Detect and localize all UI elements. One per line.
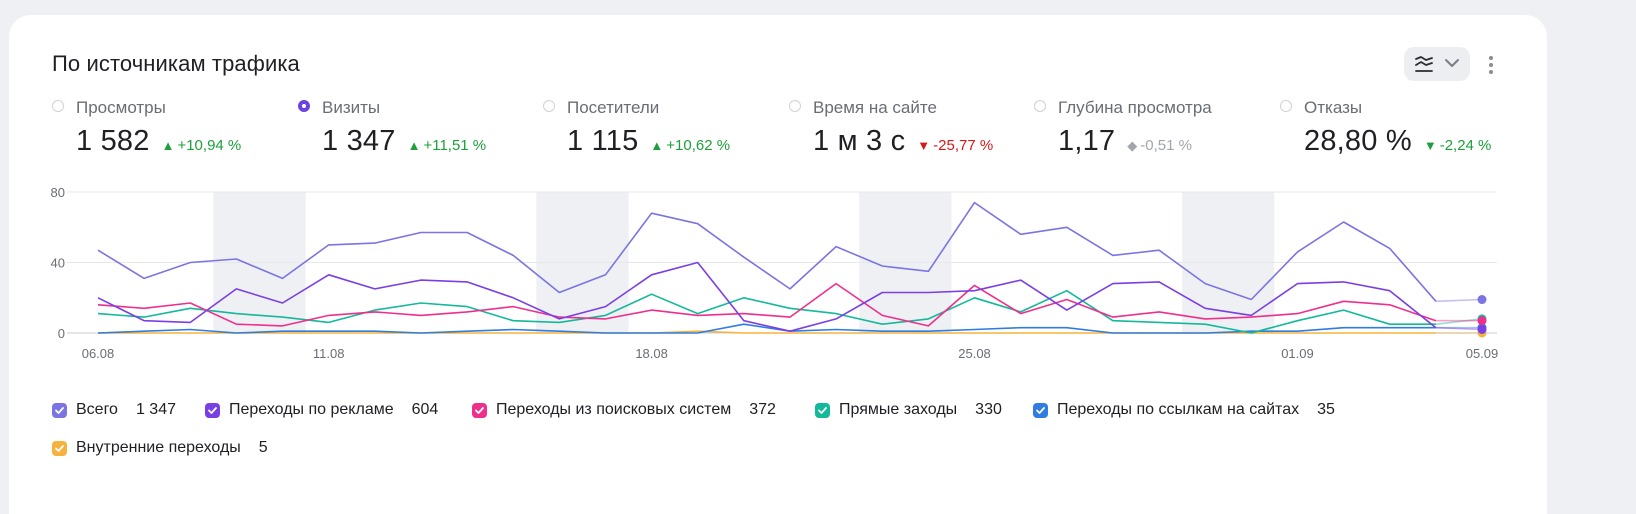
y-tick-label: 80 xyxy=(51,185,65,200)
metric-radio[interactable] xyxy=(543,100,555,112)
arrow-down-icon: ▼ xyxy=(917,138,931,153)
series-line xyxy=(97,289,1436,334)
legend-item-internal[interactable]: Внутренние переходы 5 xyxy=(52,439,268,457)
legend-value: 330 xyxy=(975,401,1002,418)
checkbox-checked-icon[interactable] xyxy=(52,440,67,456)
metric-value: 1 582 xyxy=(76,125,150,157)
diamond-icon: ◆ xyxy=(1127,138,1138,153)
legend-value: 372 xyxy=(749,401,776,418)
series-line xyxy=(97,261,1437,333)
legend-item-direct[interactable]: Прямые заходы 330 xyxy=(815,401,1002,419)
metric-value: 1 347 xyxy=(322,125,396,157)
x-tick-label: 05.09 xyxy=(1466,346,1499,361)
checkbox-checked-icon[interactable] xyxy=(815,402,830,418)
metric-label: Время на сайте xyxy=(813,98,937,117)
metric-label: Посетители xyxy=(567,98,660,117)
metric-label: Глубина просмотра xyxy=(1058,98,1212,117)
card-title: По источникам трафика xyxy=(52,51,300,76)
x-tick-label: 18.08 xyxy=(635,346,668,361)
chart-view-toggle[interactable] xyxy=(1404,47,1470,81)
more-options-icon[interactable] xyxy=(1483,53,1499,77)
series-line xyxy=(97,201,1437,302)
metric-label: Отказы xyxy=(1304,98,1363,117)
legend-item-search[interactable]: Переходы из поисковых систем 372 xyxy=(472,401,776,419)
x-tick-label: 11.08 xyxy=(313,346,345,361)
legend-label: Всего xyxy=(76,401,118,418)
metric-radio[interactable] xyxy=(52,100,64,112)
arrow-up-icon: ▲ xyxy=(407,138,421,153)
metric-value: 28,80 % xyxy=(1304,125,1412,157)
metric-delta: ▼ -25,77 % xyxy=(917,137,994,154)
legend-value: 35 xyxy=(1317,401,1335,418)
legend-value: 1 347 xyxy=(135,401,176,418)
legend-value: 5 xyxy=(258,439,268,456)
series-line-partial xyxy=(1435,326,1483,331)
x-tick-label: 06.08 xyxy=(82,346,115,361)
metric-delta: ◆ -0,51 % xyxy=(1127,137,1192,154)
metric-delta: ▲ +11,51 % xyxy=(407,137,487,154)
chart-lines-icon xyxy=(1415,56,1433,72)
checkbox-checked-icon[interactable] xyxy=(1033,402,1048,418)
metric-label: Визиты xyxy=(322,98,381,117)
series-line xyxy=(97,323,1436,334)
metric-label: Просмотры xyxy=(76,98,166,117)
arrow-up-icon: ▲ xyxy=(650,138,664,153)
series-line-partial xyxy=(1435,318,1483,325)
chevron-down-icon xyxy=(1445,59,1459,67)
legend-label: Переходы по рекламе xyxy=(229,401,394,418)
arrow-down-icon: ▼ xyxy=(1423,138,1437,153)
legend-item-links[interactable]: Переходы по ссылкам на сайтах 35 xyxy=(1033,401,1335,419)
metric-delta: ▲ +10,94 % xyxy=(161,137,242,154)
metric-radio-selected[interactable] xyxy=(298,100,310,112)
metric-delta: ▲ +10,62 % xyxy=(650,137,731,154)
legend-item-ads[interactable]: Переходы по рекламе 604 xyxy=(205,401,438,419)
series-line-partial xyxy=(1435,298,1483,303)
legend-value: 604 xyxy=(411,401,439,418)
checkbox-checked-icon[interactable] xyxy=(472,402,487,418)
traffic-sources-card: По источникам трафика Просмотры 1 582 ▲ +… xyxy=(9,15,1547,514)
series-end-point xyxy=(1477,316,1487,326)
checkbox-checked-icon[interactable] xyxy=(205,402,220,418)
checkbox-checked-icon[interactable] xyxy=(52,402,67,418)
series-end-point xyxy=(1477,324,1487,334)
legend-label: Переходы из поисковых систем xyxy=(496,401,732,418)
legend-label: Прямые заходы xyxy=(839,401,958,418)
arrow-up-icon: ▲ xyxy=(161,138,175,153)
legend-item-total[interactable]: Всего 1 347 xyxy=(52,401,176,419)
metric-delta: ▼ -2,24 % xyxy=(1423,137,1492,154)
legend-label: Переходы по ссылкам на сайтах xyxy=(1057,401,1300,418)
series-line xyxy=(97,282,1437,327)
metric-value: 1 м 3 с xyxy=(813,125,906,157)
traffic-line-chart: 0 40 80 06.08 11.08 18.08 25.08 01.09 05.09 xyxy=(51,185,1499,361)
series-end-point xyxy=(1477,295,1487,305)
metric-value: 1 115 xyxy=(567,125,639,157)
metric-radio[interactable] xyxy=(1034,100,1046,112)
metric-radio[interactable] xyxy=(789,100,801,112)
legend-label: Внутренние переходы xyxy=(76,439,241,456)
x-tick-label: 01.09 xyxy=(1281,346,1314,361)
y-tick-label: 40 xyxy=(51,256,65,271)
metric-radio[interactable] xyxy=(1280,100,1292,112)
x-tick-label: 25.08 xyxy=(958,346,991,361)
metric-value: 1,17 xyxy=(1058,125,1116,157)
y-tick-label: 0 xyxy=(58,326,65,341)
